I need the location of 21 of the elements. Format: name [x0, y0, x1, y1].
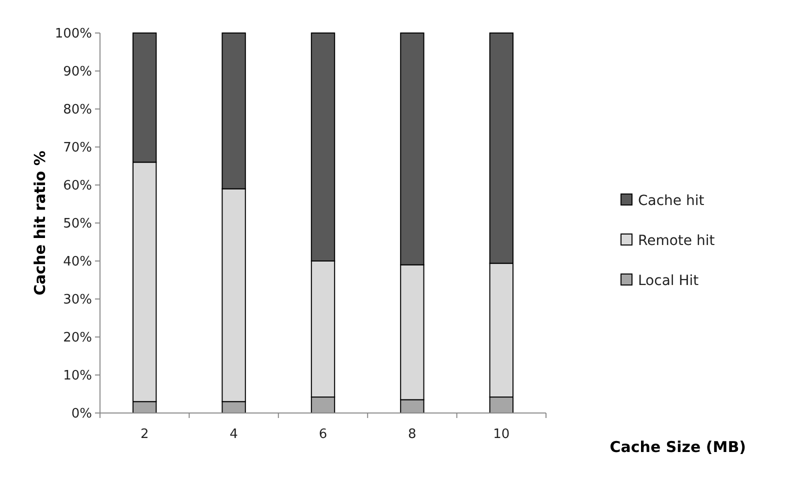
x-axis-title: Cache Size (MB): [610, 438, 746, 456]
y-tick-label: 20%: [63, 330, 92, 346]
y-axis-title: Cache hit ratio %: [31, 150, 49, 296]
x-tick-label: 6: [318, 427, 328, 442]
x-tick-label: 10: [493, 427, 510, 442]
y-tick-label: 10%: [63, 368, 92, 384]
legend-label: Cache hit: [638, 192, 705, 209]
x-tick-label: 2: [140, 427, 149, 442]
y-tick-label: 30%: [63, 292, 92, 308]
legend-label: Remote hit: [638, 232, 716, 249]
y-tick-label: 0%: [71, 406, 92, 422]
y-tick-label: 60%: [63, 178, 92, 194]
y-tick-label: 70%: [63, 140, 92, 156]
legend-label: Local Hit: [638, 272, 700, 289]
x-tick-label: 4: [230, 427, 238, 442]
y-tick-label: 100%: [54, 26, 92, 42]
y-tick-label: 40%: [63, 254, 92, 270]
y-tick-label: 80%: [63, 102, 92, 118]
y-tick-label: 90%: [63, 64, 92, 80]
x-tick-label: 8: [408, 427, 416, 442]
y-tick-label: 50%: [63, 216, 92, 232]
